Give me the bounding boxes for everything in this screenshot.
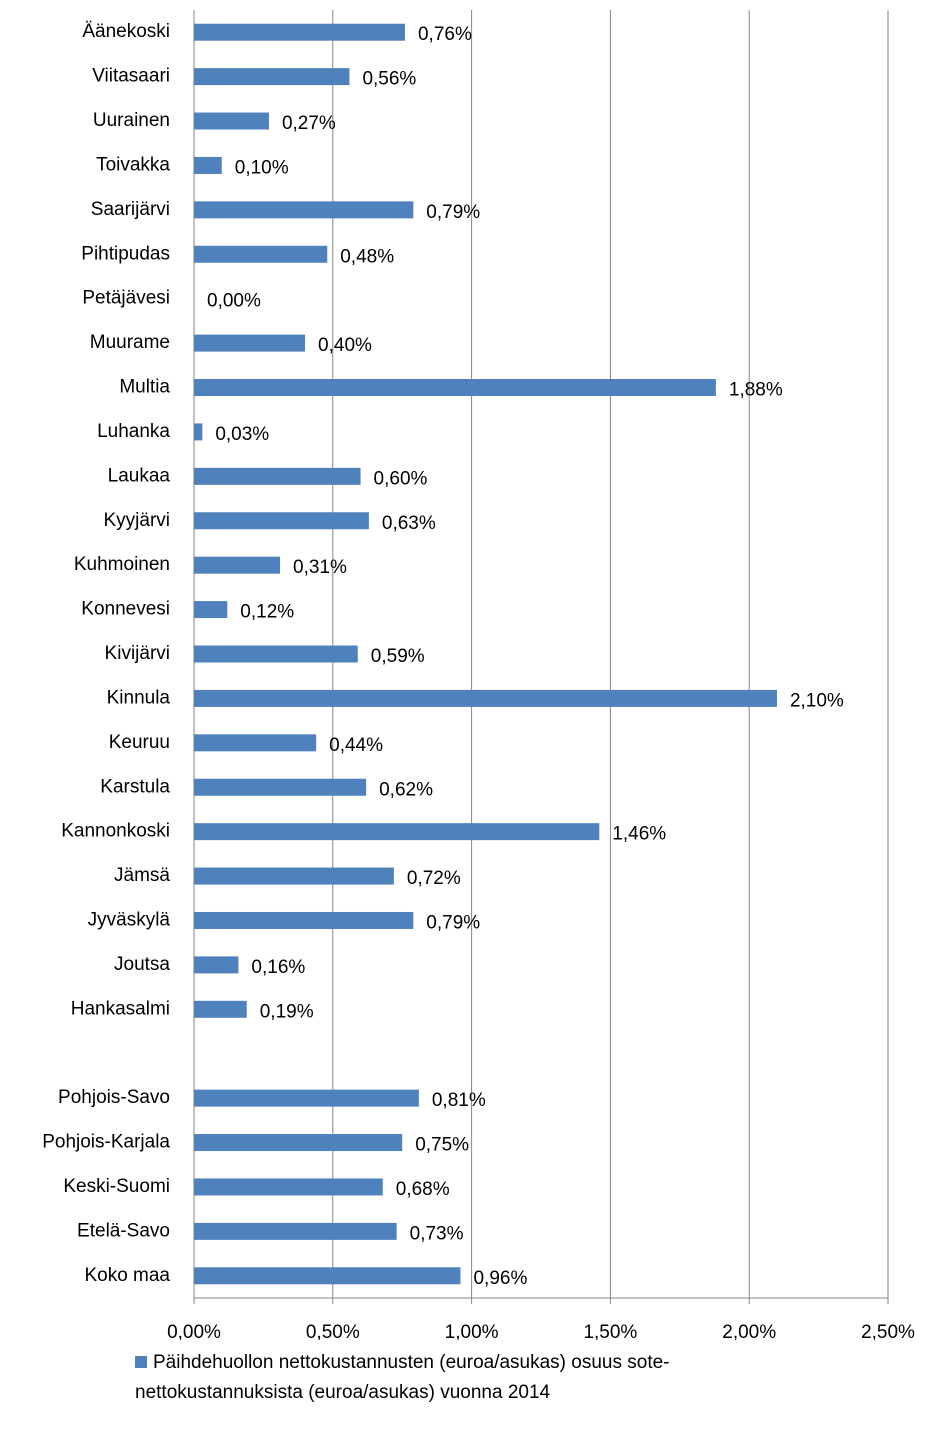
- value-label: 0,81%: [432, 1090, 486, 1111]
- bar: [194, 68, 350, 86]
- bar: [194, 867, 394, 885]
- y-tick-label: Pohjois-Savo: [58, 1087, 170, 1108]
- value-label: 1,46%: [612, 824, 666, 845]
- bar: [194, 601, 228, 619]
- bar: [194, 1000, 247, 1018]
- y-tick-label: Jämsä: [114, 865, 170, 886]
- y-tick-label: Kuhmoinen: [74, 554, 170, 575]
- bar: [194, 1089, 419, 1107]
- bar: [194, 1267, 461, 1285]
- value-label: 0,27%: [282, 113, 336, 134]
- value-label: 0,63%: [382, 513, 436, 534]
- y-tick-label: Muurame: [90, 332, 170, 353]
- bar: [194, 689, 777, 707]
- x-tick-label: 1,50%: [583, 1322, 637, 1340]
- bar: [194, 512, 369, 530]
- x-tick-label: 2,50%: [861, 1322, 915, 1340]
- y-tick-label: Laukaa: [108, 465, 171, 486]
- y-tick-label: Kyyjärvi: [103, 510, 170, 531]
- y-tick-label: Luhanka: [97, 421, 170, 442]
- bar: [194, 112, 269, 130]
- bar: [194, 1178, 383, 1196]
- y-tick-label: Multia: [119, 377, 170, 398]
- x-tick-label: 2,00%: [722, 1322, 776, 1340]
- value-label: 0,73%: [410, 1223, 464, 1244]
- y-tick-label: Joutsa: [114, 954, 170, 975]
- x-tick-label: 0,50%: [306, 1322, 360, 1340]
- chart-svg: 0,00% 0,50% 1,00% 1,50% 2,00% 2,50% Äänekoski 0…: [42, 10, 915, 1343]
- value-label: 2,10%: [790, 690, 844, 711]
- value-label: 0,44%: [329, 735, 383, 756]
- bar: [194, 334, 306, 352]
- x-tick-label: 0,00%: [167, 1322, 221, 1340]
- y-tick-label: Petäjävesi: [82, 288, 170, 309]
- y-tick-label: Uurainen: [93, 110, 170, 131]
- y-tick-label: Jyväskylä: [88, 909, 171, 930]
- bar: [194, 645, 358, 663]
- y-tick-label: Saarijärvi: [91, 199, 170, 220]
- value-label: 0,60%: [374, 468, 428, 489]
- bar: [194, 778, 367, 796]
- y-tick-label: Hankasalmi: [71, 998, 170, 1019]
- value-label: 0,48%: [340, 246, 394, 267]
- y-tick-label: Konnevesi: [81, 599, 170, 620]
- bar: [194, 245, 328, 263]
- legend-label: Päihdehuollon nettokustannusten (euroa/a…: [135, 1352, 670, 1403]
- value-label: 0,56%: [362, 69, 416, 90]
- bar: [194, 823, 600, 841]
- value-label: 0,40%: [318, 335, 372, 356]
- value-label: 0,31%: [293, 557, 347, 578]
- bar: [194, 467, 361, 485]
- y-tick-label: Toivakka: [96, 154, 170, 175]
- y-tick-label: Etelä-Savo: [77, 1220, 170, 1241]
- y-tick-label: Keuruu: [109, 732, 170, 753]
- y-tick-label: Pihtipudas: [81, 243, 170, 264]
- value-label: 0,62%: [379, 779, 433, 800]
- value-label: 0,10%: [235, 157, 289, 178]
- y-tick-label: Viitasaari: [92, 66, 170, 87]
- legend: Päihdehuollon nettokustannusten (euroa/a…: [135, 1348, 835, 1408]
- value-label: 0,76%: [418, 24, 472, 45]
- y-tick-label: Äänekoski: [82, 21, 170, 42]
- value-label: 0,19%: [260, 1001, 314, 1022]
- bar: [194, 911, 414, 929]
- y-tick-label: Keski-Suomi: [63, 1176, 170, 1197]
- bar: [194, 23, 405, 41]
- value-label: 0,96%: [473, 1268, 527, 1289]
- y-tick-label: Koko maa: [84, 1265, 170, 1286]
- value-label: 0,79%: [426, 202, 480, 223]
- value-label: 0,79%: [426, 912, 480, 933]
- x-tick-label: 1,00%: [445, 1322, 499, 1340]
- bar: [194, 156, 222, 174]
- bar: [194, 556, 281, 574]
- legend-swatch: [135, 1356, 147, 1368]
- value-label: 1,88%: [729, 380, 783, 401]
- value-label: 0,12%: [240, 602, 294, 623]
- value-label: 0,68%: [396, 1179, 450, 1200]
- bar: [194, 1222, 397, 1240]
- y-tick-label: Kivijärvi: [105, 643, 170, 664]
- value-label: 0,16%: [251, 957, 305, 978]
- y-tick-label: Pohjois-Karjala: [42, 1132, 170, 1153]
- value-label: 0,00%: [207, 291, 261, 312]
- bar: [194, 201, 414, 219]
- y-tick-label: Karstula: [100, 776, 170, 797]
- bar: [194, 379, 716, 397]
- value-label: 0,72%: [407, 868, 461, 889]
- value-label: 0,75%: [415, 1135, 469, 1156]
- value-label: 0,59%: [371, 646, 425, 667]
- bar: [194, 1134, 403, 1152]
- bar: [194, 734, 317, 752]
- y-tick-label: Kannonkoski: [61, 821, 170, 842]
- bar: [194, 423, 203, 441]
- bar: [194, 956, 239, 974]
- value-label: 0,03%: [215, 424, 269, 445]
- y-tick-label: Kinnula: [107, 687, 171, 708]
